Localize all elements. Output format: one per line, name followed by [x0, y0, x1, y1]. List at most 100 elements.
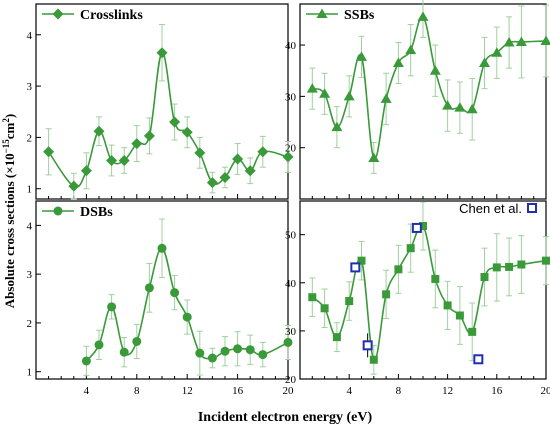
x-tick-label: 8: [396, 385, 402, 397]
y-tick-label: 4: [27, 30, 33, 42]
data-point: [456, 311, 464, 319]
data-points: [308, 222, 550, 364]
data-point: [233, 344, 242, 353]
data-point: [95, 340, 104, 349]
data-point: [169, 117, 180, 128]
data-point: [307, 83, 318, 93]
data-point: [405, 45, 416, 55]
y-tick-label: 40: [285, 40, 297, 52]
data-point: [194, 147, 205, 158]
x-axis-label: Incident electron energy (eV): [198, 410, 373, 425]
data-point: [407, 244, 415, 252]
data-point: [344, 91, 355, 101]
x-tick-label: 12: [442, 385, 453, 397]
y-tick-label: 50: [285, 230, 297, 242]
data-point: [82, 356, 91, 365]
data-point: [394, 265, 402, 273]
chart-panel-1: 1 2 3 4 Crosslinks: [27, 4, 294, 199]
data-point: [321, 304, 329, 312]
y-tick-label: 2: [27, 132, 33, 144]
data-point: [284, 338, 293, 347]
data-point: [454, 102, 465, 112]
data-point: [468, 328, 476, 336]
y-tick-label: 20: [285, 374, 297, 386]
data-point: [418, 11, 429, 21]
data-point: [208, 354, 217, 363]
data-point: [381, 93, 392, 103]
data-point: [221, 347, 230, 356]
y-tick-label: 4: [27, 220, 33, 232]
x-tick-label: 8: [134, 385, 140, 397]
legend-label: SSBs: [344, 8, 375, 23]
legend-marker: [528, 204, 536, 212]
data-point: [382, 290, 390, 298]
data-point: [207, 177, 218, 188]
data-point: [158, 244, 167, 253]
reference-point: [351, 263, 359, 271]
data-point: [467, 104, 478, 114]
y-tick-label: 30: [285, 326, 297, 338]
x-tick-label: 4: [84, 385, 90, 397]
legend-label: DSBs: [80, 205, 113, 220]
series-line: [312, 225, 546, 360]
y-tick-label: 20: [285, 143, 297, 155]
error-bars: [309, 0, 549, 173]
y-ticks: 1 2 3 4: [27, 30, 42, 196]
reference-point: [413, 224, 421, 232]
x-tick-label: 16: [491, 385, 503, 397]
data-point: [258, 350, 267, 359]
error-bars: [309, 202, 549, 374]
data-point: [144, 130, 155, 141]
series-line: [49, 53, 288, 187]
legend-marker: [53, 9, 64, 20]
data-point: [43, 146, 54, 157]
legend-label: Chen et al.: [459, 201, 522, 216]
data-point: [81, 165, 92, 176]
data-point: [145, 283, 154, 292]
y-tick-label: 1: [27, 367, 33, 379]
data-point: [430, 65, 441, 75]
data-point: [157, 47, 168, 58]
data-point: [444, 301, 452, 309]
data-point: [333, 333, 341, 341]
y-tick-label: 3: [27, 269, 33, 281]
x-ticks: [49, 194, 276, 199]
y-tick-label: 30: [285, 91, 297, 103]
y-ticks: 1 2 3 4: [27, 220, 42, 378]
y-axis-label: Absolute cross sections (×10−15cm2): [1, 114, 17, 308]
data-point: [505, 263, 513, 271]
data-point: [170, 288, 179, 297]
data-point: [541, 35, 550, 45]
y-tick-label: 3: [27, 81, 33, 93]
data-point: [356, 51, 367, 61]
data-point: [308, 293, 316, 301]
data-point: [431, 275, 439, 283]
data-point: [107, 302, 116, 311]
reference-points: [351, 224, 482, 363]
legend: Chen et al.: [459, 201, 536, 216]
data-point: [542, 257, 550, 265]
y-tick-label: 1: [27, 184, 33, 196]
data-point: [132, 337, 141, 346]
x-tick-label: 12: [182, 385, 193, 397]
data-point: [183, 313, 192, 322]
data-point: [493, 263, 501, 271]
data-points: [43, 47, 293, 191]
reference-point: [364, 341, 372, 349]
legend: Crosslinks: [42, 8, 143, 23]
data-point: [246, 345, 255, 354]
series-line: [312, 17, 546, 159]
data-point: [120, 348, 129, 357]
data-point: [345, 297, 353, 305]
legend-label: Crosslinks: [80, 8, 143, 23]
x-tick-label: 20: [283, 385, 295, 397]
y-tick-label: 2: [27, 318, 33, 330]
data-point: [517, 261, 525, 269]
x-ticks: [312, 194, 533, 199]
y-tick-label: 40: [285, 278, 297, 290]
